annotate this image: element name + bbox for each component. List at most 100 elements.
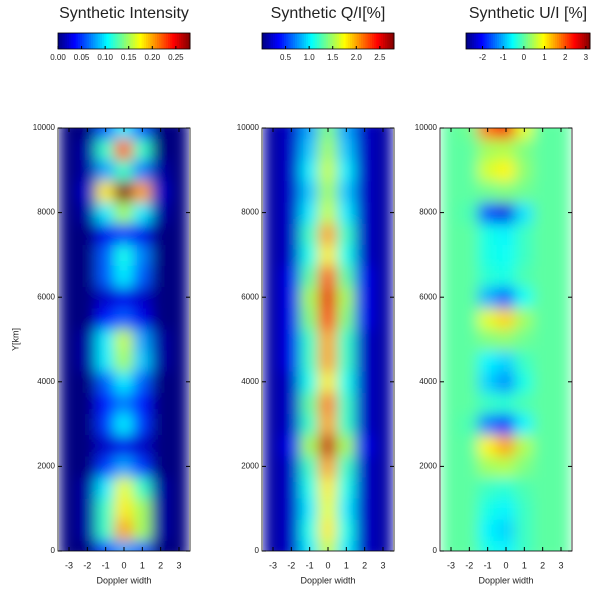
heatmap-cell [496, 350, 515, 372]
heatmap-cell [551, 265, 570, 287]
heatmap-cell [496, 202, 515, 224]
heatmap-cell [441, 328, 460, 350]
heatmap-cell [515, 498, 534, 520]
heatmap-cell [496, 519, 515, 541]
heatmap-cell [300, 519, 319, 541]
heatmap-cell [478, 476, 497, 498]
heatmap-cell [114, 413, 133, 435]
heatmap-cell [133, 392, 152, 414]
heatmap-cell [318, 413, 337, 435]
heatmap-cell [478, 434, 497, 456]
x-tick-label: -3 [447, 560, 455, 570]
heatmap-cell [282, 476, 301, 498]
heatmap-cell [114, 434, 133, 456]
heatmap-cell [169, 476, 188, 498]
heatmap-cell [441, 350, 460, 372]
heatmap-cell [151, 350, 170, 372]
heatmap-cell [337, 350, 356, 372]
heatmap-cell [441, 244, 460, 266]
heatmap-cell [263, 202, 282, 224]
heatmap-cell [478, 265, 497, 287]
heatmap-cell [478, 286, 497, 308]
heatmap-cell [169, 519, 188, 541]
heatmap-cell [318, 159, 337, 181]
heatmap-cell [59, 476, 78, 498]
heatmap-cell [355, 498, 374, 520]
heatmap-cell [337, 371, 356, 393]
heatmap-cell [478, 350, 497, 372]
heatmap-area [59, 117, 188, 562]
heatmap-cell [151, 328, 170, 350]
heatmap-cell [337, 498, 356, 520]
heatmap-cell [300, 350, 319, 372]
heatmap-cell [318, 286, 337, 308]
heatmap-cell [78, 286, 97, 308]
heatmap-cell [355, 328, 374, 350]
heatmap-cell [169, 455, 188, 477]
heatmap-cell [515, 307, 534, 329]
heatmap-cell [441, 202, 460, 224]
heatmap-cell [551, 434, 570, 456]
heatmap-cell [551, 413, 570, 435]
heatmap-cell [151, 180, 170, 202]
heatmap-cell [151, 159, 170, 181]
heatmap-cell [133, 350, 152, 372]
heatmap-cell [478, 455, 497, 477]
heatmap-cell [282, 223, 301, 245]
heatmap-cell [337, 476, 356, 498]
heatmap-cell [373, 371, 392, 393]
heatmap-cell [460, 328, 479, 350]
heatmap-cell [515, 244, 534, 266]
heatmap-cell [133, 138, 152, 160]
heatmap-cell [282, 498, 301, 520]
heatmap-cell [282, 265, 301, 287]
heatmap-cell [78, 371, 97, 393]
heatmap-cell [373, 265, 392, 287]
heatmap-area [263, 117, 392, 562]
heatmap-cell [282, 202, 301, 224]
heatmap-cell [460, 265, 479, 287]
heatmap-cell [263, 413, 282, 435]
heatmap [441, 117, 570, 562]
heatmap-cell [515, 180, 534, 202]
heatmap-cell [478, 392, 497, 414]
heatmap-cell [441, 159, 460, 181]
heatmap-cell [263, 350, 282, 372]
x-tick-label: -2 [465, 560, 473, 570]
heatmap-cell [533, 202, 552, 224]
heatmap-cell [460, 244, 479, 266]
heatmap-cell [263, 223, 282, 245]
heatmap-cell [533, 223, 552, 245]
heatmap-cell [96, 202, 115, 224]
heatmap-cell [478, 498, 497, 520]
heatmap-cell [355, 223, 374, 245]
heatmap-cell [151, 455, 170, 477]
heatmap-cell [460, 413, 479, 435]
heatmap-cell [496, 159, 515, 181]
heatmap-cell [373, 223, 392, 245]
heatmap-cell [460, 392, 479, 414]
heatmap-cell [460, 434, 479, 456]
panel-title: Synthetic Q/I[%] [271, 5, 386, 22]
heatmap-cell [373, 202, 392, 224]
heatmap-cell [169, 265, 188, 287]
heatmap-cell [78, 223, 97, 245]
heatmap-cell [114, 307, 133, 329]
y-tick-label: 0 [51, 546, 56, 555]
heatmap-cell [373, 286, 392, 308]
heatmap-cell [114, 265, 133, 287]
heatmap-cell [151, 138, 170, 160]
heatmap-cell [59, 434, 78, 456]
heatmap-cell [151, 434, 170, 456]
heatmap-cell [478, 244, 497, 266]
x-tick-label: 0 [121, 560, 126, 570]
heatmap-cell [133, 476, 152, 498]
heatmap-cell [551, 223, 570, 245]
heatmap-cell [318, 350, 337, 372]
heatmap-cell [496, 476, 515, 498]
heatmap-cell [133, 413, 152, 435]
heatmap-cell [114, 159, 133, 181]
y-tick-label: 4000 [37, 377, 55, 386]
heatmap-cell [282, 328, 301, 350]
heatmap-cell [96, 434, 115, 456]
